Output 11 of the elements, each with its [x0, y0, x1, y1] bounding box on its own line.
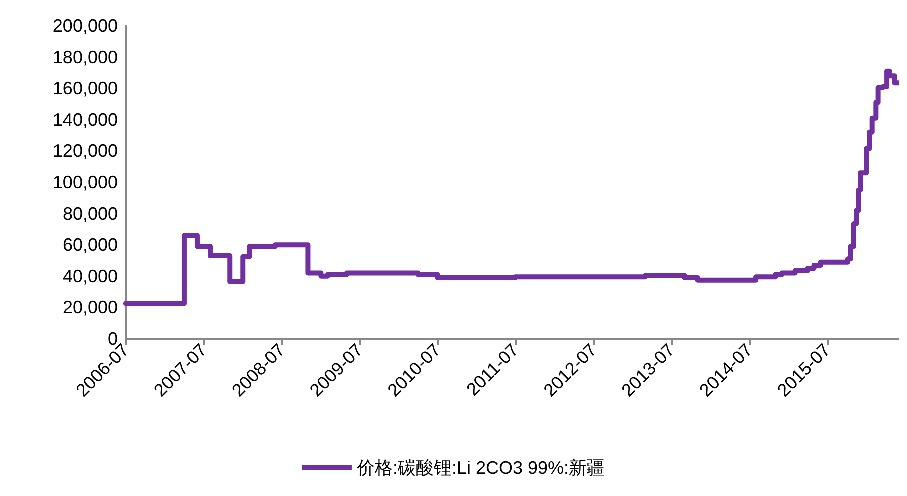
y-tick-label: 100,000 — [52, 172, 118, 192]
y-tick-label: 180,000 — [52, 47, 118, 68]
y-tick-label: 120,000 — [52, 141, 118, 162]
y-tick-label: 200,000 — [52, 16, 118, 36]
y-tick-label: 80,000 — [62, 204, 118, 224]
y-tick-label: 160,000 — [52, 78, 118, 99]
y-tick-label: 140,000 — [52, 110, 118, 130]
y-tick-label: 20,000 — [62, 298, 118, 318]
y-tick-label: 40,000 — [62, 266, 118, 286]
y-tick-label: 60,000 — [62, 235, 118, 256]
legend-label: 价格:碳酸锂:Li 2CO3 99%:新疆 — [356, 458, 606, 478]
